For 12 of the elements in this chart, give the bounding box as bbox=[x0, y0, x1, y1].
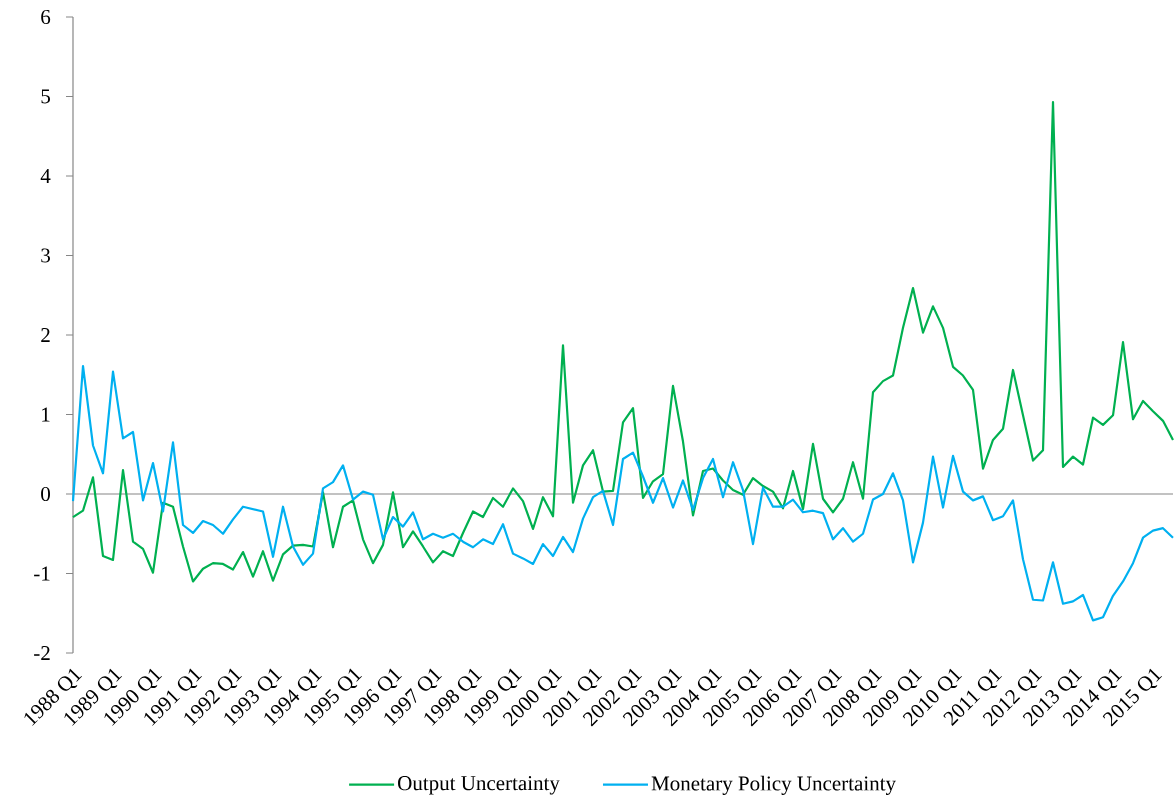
y-tick-label: 5 bbox=[41, 89, 50, 104]
y-tick-label: -1 bbox=[34, 566, 50, 581]
y-tick-label: 3 bbox=[41, 248, 50, 263]
legend-label: Monetary Policy Uncertainty bbox=[651, 775, 896, 795]
y-tick-label: 1 bbox=[42, 407, 50, 422]
y-tick-label: -2 bbox=[34, 646, 50, 660]
legend-label: Output Uncertainty bbox=[398, 776, 560, 795]
y-tick-label: 6 bbox=[41, 9, 51, 25]
y-tick-label: 0 bbox=[41, 486, 50, 502]
y-tick-label: 4 bbox=[40, 169, 51, 183]
line-series bbox=[71, 100, 1175, 583]
y-tick-label: 2 bbox=[41, 328, 50, 342]
